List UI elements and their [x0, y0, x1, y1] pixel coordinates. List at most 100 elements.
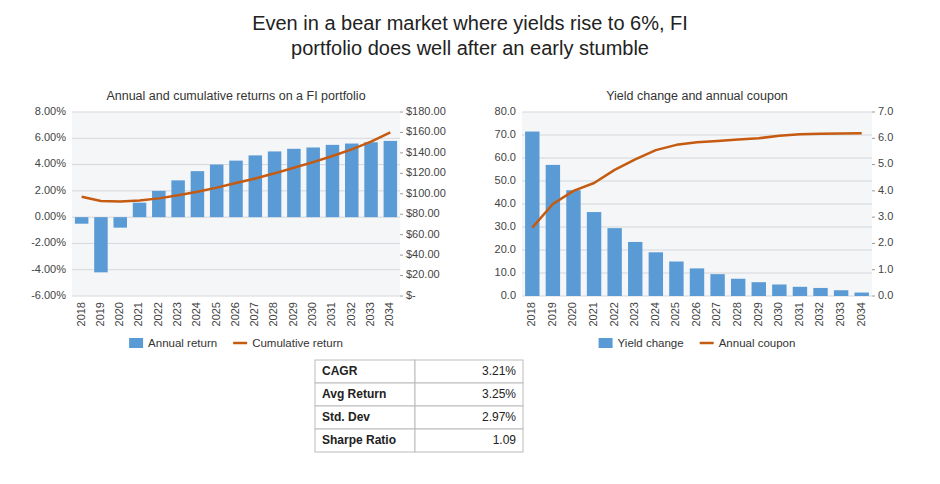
x-tick-label: 2019: [94, 302, 106, 326]
bar: [191, 171, 205, 217]
y2-tick-label: 3.0: [878, 210, 893, 222]
bar: [607, 228, 621, 296]
bar: [306, 147, 320, 217]
stats-table: CAGR3.21%Avg Return3.25%Std. Dev2.97%Sha…: [315, 360, 523, 452]
bar: [75, 217, 89, 224]
y2-tick-label: 7.0: [878, 105, 893, 117]
y2-tick: [872, 164, 875, 165]
x-tick-label: 2034: [383, 302, 395, 326]
table-cell: [415, 383, 523, 406]
grid-line: [72, 296, 400, 297]
y-tick-label: 0.0: [501, 289, 516, 301]
bar: [649, 252, 663, 296]
table-key: Std. Dev: [322, 410, 370, 424]
bar: [628, 242, 642, 296]
table-value: 1.09: [493, 433, 517, 447]
y2-tick-label: $-: [406, 289, 416, 301]
bar: [752, 282, 766, 296]
y2-tick: [872, 138, 875, 139]
title-line: Even in a bear market where yields rise …: [252, 12, 688, 34]
y2-tick-label: $80.00: [406, 207, 440, 219]
x-tick-label: 2030: [306, 302, 318, 326]
y2-tick: [872, 112, 875, 113]
y2-tick: [400, 173, 403, 174]
y2-tick: [872, 296, 875, 297]
line: [532, 133, 861, 227]
bar: [268, 151, 282, 217]
x-tick-label: 2022: [608, 302, 620, 326]
line: [82, 132, 391, 201]
legend-label: Annual coupon: [719, 337, 796, 349]
y-tick-label: -4.00%: [31, 263, 66, 275]
y2-tick: [872, 269, 875, 270]
bar: [345, 144, 359, 218]
plot-background: [522, 112, 872, 296]
x-tick-label: 2028: [267, 302, 279, 326]
title-line: portfolio does well after an early stumb…: [291, 37, 649, 59]
y2-tick: [400, 296, 403, 297]
bar: [384, 141, 398, 217]
legend: Yield changeAnnual coupon: [599, 337, 796, 349]
x-tick-label: 2032: [813, 302, 825, 326]
chart-panel: Yield change and annual coupon0.010.020.…: [495, 89, 894, 349]
bar: [249, 155, 263, 217]
x-tick-label: 2031: [793, 302, 805, 326]
bar: [855, 293, 869, 296]
legend-swatch: [599, 338, 613, 348]
y2-tick-label: 0.0: [878, 289, 893, 301]
y2-tick: [400, 193, 403, 194]
y2-tick: [400, 152, 403, 153]
y2-tick: [400, 255, 403, 256]
x-tick-label: 2024: [649, 302, 661, 326]
figure-title: Even in a bear market where yields rise …: [252, 12, 688, 59]
grid-line: [522, 158, 872, 159]
y2-tick: [872, 217, 875, 218]
bar: [133, 203, 147, 217]
table-cell: [315, 406, 415, 429]
marks: [525, 132, 869, 296]
grid-line: [72, 138, 400, 139]
bar: [94, 217, 108, 272]
x-tick-label: 2031: [325, 302, 337, 326]
legend-swatch: [233, 342, 247, 345]
x-tick-label: 2023: [171, 302, 183, 326]
bar: [834, 290, 848, 296]
y2-tick-label: 5.0: [878, 157, 893, 169]
x-tick-label: 2021: [587, 302, 599, 326]
x-tick-label: 2026: [690, 302, 702, 326]
bar: [546, 165, 560, 296]
bar: [229, 161, 243, 218]
x-tick-label: 2030: [772, 302, 784, 326]
y-tick-label: 20.0: [495, 243, 516, 255]
y2-tick-label: 4.0: [878, 184, 893, 196]
table-cell: [415, 360, 523, 383]
chart-title: Annual and cumulative returns on a FI po…: [106, 89, 365, 103]
x-tick-label: 2023: [628, 302, 640, 326]
x-tick-label: 2034: [855, 302, 867, 326]
x-tick-label: 2028: [731, 302, 743, 326]
y2-tick: [872, 243, 875, 244]
y-tick-label: 4.00%: [35, 157, 66, 169]
bar: [525, 132, 539, 296]
grid-line: [522, 181, 872, 182]
bar: [566, 190, 580, 296]
bar: [710, 274, 724, 296]
bar: [152, 191, 166, 217]
chart-panel: Annual and cumulative returns on a FI po…: [31, 89, 446, 349]
y-tick-label: -2.00%: [31, 236, 66, 248]
x-tick-label: 2027: [710, 302, 722, 326]
y-tick-label: 6.00%: [35, 131, 66, 143]
grid-line: [72, 243, 400, 244]
marks: [75, 132, 397, 272]
y-tick-label: 60.0: [495, 151, 516, 163]
legend-label: Annual return: [148, 337, 217, 349]
x-tick-label: 2018: [75, 302, 87, 326]
x-tick-label: 2024: [190, 302, 202, 326]
y2-tick-label: $140.00: [406, 146, 446, 158]
x-tick-label: 2033: [364, 302, 376, 326]
bar: [587, 212, 601, 296]
bar: [793, 287, 807, 296]
x-tick-label: 2022: [152, 302, 164, 326]
y2-tick-label: $120.00: [406, 166, 446, 178]
x-tick-label: 2025: [669, 302, 681, 326]
